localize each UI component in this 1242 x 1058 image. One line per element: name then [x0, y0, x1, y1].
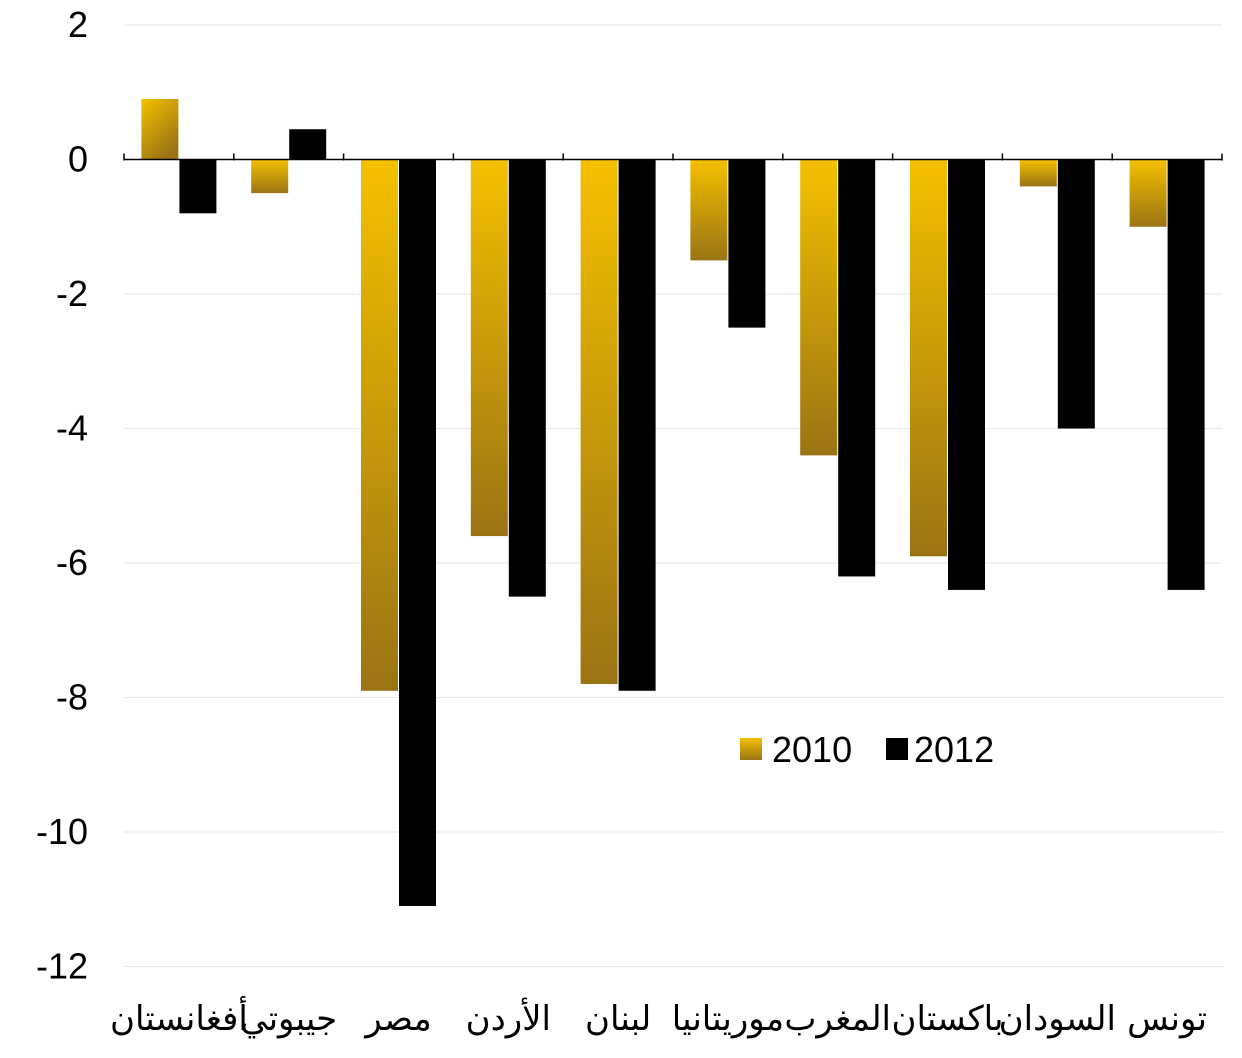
bar-2012	[289, 129, 327, 160]
bar-2012	[948, 159, 985, 590]
bar-2010	[141, 98, 179, 160]
category-label: الأردن	[466, 997, 551, 1038]
bar-2012	[1057, 159, 1095, 429]
y-tick-label: 0	[68, 139, 88, 180]
y-axis-tick-labels: 2 0 -2 -4 -6 -8 -10 -12	[36, 4, 88, 987]
y-tick-label: -2	[56, 273, 88, 314]
y-tick-label: -12	[36, 946, 88, 987]
bar-2010	[910, 159, 947, 557]
legend-swatch-2012	[886, 738, 908, 760]
bar-2012	[1167, 159, 1205, 590]
category-label: مصر	[363, 1000, 431, 1039]
legend-swatch-2010	[740, 738, 762, 760]
bar-2010	[361, 159, 398, 691]
bar-2012	[618, 159, 656, 691]
category-label: المغرب	[784, 1000, 891, 1039]
bar-2010	[580, 159, 618, 685]
category-label: أفغانستان	[110, 996, 248, 1038]
bar-2010	[1129, 159, 1167, 227]
category-label: لبنان	[585, 1000, 651, 1038]
x-axis	[123, 153, 1223, 161]
bar-2012	[728, 159, 766, 328]
bar-2012	[399, 159, 436, 906]
legend: 2010 2012	[740, 729, 994, 770]
category-label: باكستان	[892, 1000, 1004, 1038]
category-label: جيبوتي	[240, 1000, 337, 1039]
category-label: تونس	[1127, 1000, 1207, 1039]
y-tick-label: -6	[56, 542, 88, 583]
y-tick-label: -10	[36, 811, 88, 852]
bars	[141, 98, 1205, 906]
y-tick-label: -8	[56, 677, 88, 718]
y-tick-label: 2	[68, 4, 88, 45]
bar-2010	[470, 159, 508, 537]
bar-2010	[690, 159, 728, 261]
legend-label-2010: 2010	[772, 729, 852, 770]
bar-2012	[179, 159, 217, 214]
category-label: موريتانيا	[672, 1000, 784, 1039]
bar-2012	[838, 159, 876, 577]
gridlines	[124, 24, 1222, 967]
category-label: السودان	[999, 1000, 1116, 1039]
bar-2010	[251, 159, 289, 194]
legend-label-2012: 2012	[914, 729, 994, 770]
y-tick-label: -4	[56, 408, 88, 449]
bar-2012	[508, 159, 546, 597]
bar-2010	[800, 159, 838, 456]
bar-2010	[1019, 159, 1057, 187]
